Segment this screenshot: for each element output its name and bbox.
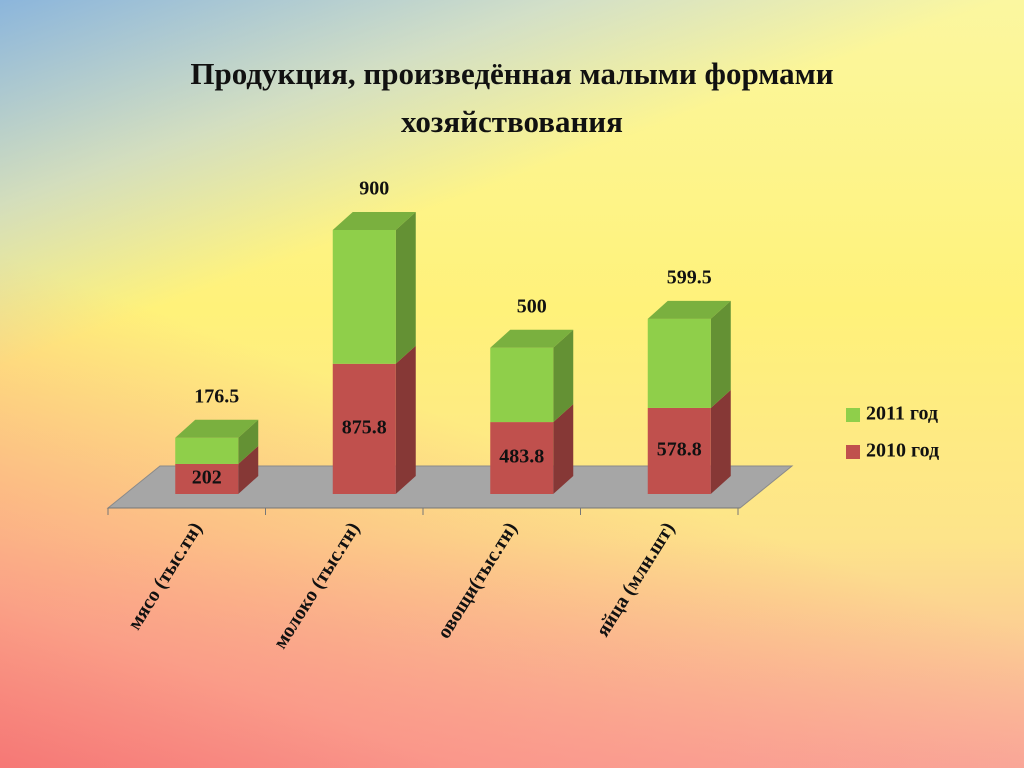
- bar-side: [238, 419, 259, 464]
- bar-top: [490, 329, 574, 348]
- bar: [647, 407, 711, 494]
- x-tick-label: мясо (тыс.тн): [123, 518, 206, 633]
- bar-top: [332, 212, 416, 230]
- data-label: 578.8: [657, 439, 702, 461]
- bar: [647, 318, 711, 408]
- chart-title: Продукция, произведённая малыми формами …: [190, 56, 834, 139]
- bar-side: [710, 300, 731, 408]
- bar: [490, 347, 554, 423]
- bar-side: [395, 212, 416, 364]
- legend-swatch: [846, 408, 860, 422]
- x-tick-label: яйца (млн.шт): [592, 518, 680, 640]
- bar-top: [175, 419, 259, 438]
- data-label: 599.5: [667, 266, 712, 288]
- data-label: 176.5: [194, 385, 239, 407]
- bar-side: [395, 345, 416, 494]
- bar: [490, 422, 554, 494]
- data-label: 483.8: [499, 446, 544, 468]
- bar: [175, 463, 239, 494]
- bar: [332, 230, 396, 364]
- legend-swatch: [846, 445, 860, 459]
- bar-side: [553, 329, 574, 423]
- bar-side: [710, 389, 731, 494]
- bar-side: [238, 445, 259, 494]
- legend-label: 2011 год: [866, 403, 938, 425]
- bar: [175, 437, 239, 464]
- data-label: 202: [192, 467, 222, 489]
- x-tick-label: молоко (тыс.тн): [269, 518, 364, 652]
- legend-label: 2010 год: [866, 440, 939, 462]
- data-label: 500: [517, 295, 547, 317]
- data-label: 900: [359, 178, 389, 200]
- bar: [332, 363, 396, 494]
- bar-top: [647, 300, 731, 319]
- x-tick-label: овощи(тыс.тн): [433, 518, 522, 642]
- data-label: 875.8: [342, 416, 387, 438]
- bar-side: [553, 404, 574, 494]
